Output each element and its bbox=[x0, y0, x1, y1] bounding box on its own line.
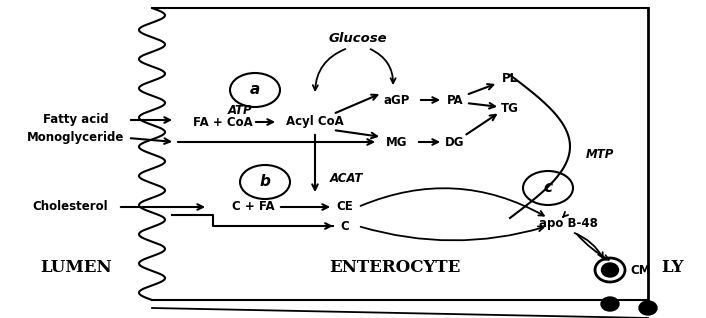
Text: Glucose: Glucose bbox=[329, 31, 388, 45]
Text: LY: LY bbox=[661, 259, 683, 276]
Text: Cholesterol: Cholesterol bbox=[32, 201, 108, 213]
Ellipse shape bbox=[639, 301, 657, 315]
Text: Fatty acid: Fatty acid bbox=[43, 114, 109, 127]
Text: Monoglyceride: Monoglyceride bbox=[28, 132, 125, 144]
Text: TG: TG bbox=[501, 101, 519, 114]
Text: ACAT: ACAT bbox=[330, 171, 364, 184]
Text: a: a bbox=[250, 82, 260, 98]
Text: MTP: MTP bbox=[586, 149, 614, 162]
Text: PA: PA bbox=[447, 93, 463, 107]
Text: DG: DG bbox=[445, 135, 465, 149]
Text: Acyl CoA: Acyl CoA bbox=[286, 115, 344, 128]
Text: LUMEN: LUMEN bbox=[40, 259, 112, 276]
Text: C: C bbox=[340, 219, 349, 232]
Text: b: b bbox=[260, 175, 270, 190]
Text: aGP: aGP bbox=[384, 93, 410, 107]
Text: MG: MG bbox=[386, 135, 408, 149]
Ellipse shape bbox=[602, 263, 618, 277]
Text: FA + CoA: FA + CoA bbox=[193, 115, 253, 128]
Text: apo B-48: apo B-48 bbox=[539, 218, 597, 231]
Text: CM: CM bbox=[630, 264, 650, 276]
Text: ATP: ATP bbox=[228, 103, 252, 116]
Text: PL: PL bbox=[502, 72, 518, 85]
Text: ENTEROCYTE: ENTEROCYTE bbox=[329, 259, 461, 276]
Text: C + FA: C + FA bbox=[232, 201, 275, 213]
Text: CE: CE bbox=[337, 201, 354, 213]
Ellipse shape bbox=[601, 297, 619, 311]
Text: c: c bbox=[544, 181, 553, 196]
